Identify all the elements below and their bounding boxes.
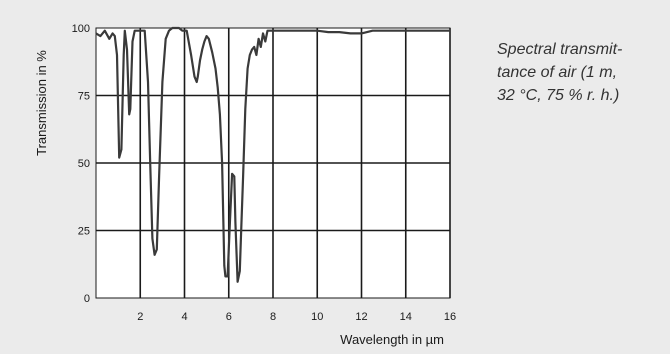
series-line (95, 26, 450, 283)
x-tick-label: 16 (444, 311, 456, 323)
x-tick-label: 8 (270, 311, 276, 323)
x-axis-label: Wavelength in µm (340, 332, 444, 347)
x-tick-label: 6 (226, 311, 232, 323)
x-tick-label: 14 (400, 311, 412, 323)
x-tick-label: 2 (137, 311, 143, 323)
y-tick-label: 100 (72, 23, 90, 35)
horizontal-gridlines (96, 94, 450, 232)
x-tick-labels: 2 4 6 8 10 12 14 16 (137, 311, 456, 323)
y-tick-label: 50 (78, 158, 90, 170)
caption-line: 32 °C, 75 % r. h.) (497, 87, 620, 104)
caption-line: Spectral transmit- (497, 41, 623, 58)
x-tick-label: 10 (311, 311, 323, 323)
y-tick-label: 75 (78, 91, 90, 103)
y-tick-label: 25 (78, 226, 90, 238)
x-tick-label: 4 (181, 311, 187, 323)
x-tick-label: 12 (355, 311, 367, 323)
figure-caption: Spectral transmit- tance of air (1 m, 32… (497, 38, 662, 107)
caption-line: tance of air (1 m, (497, 64, 618, 81)
y-tick-label: 0 (84, 293, 90, 305)
y-axis-label: Transmission in % (34, 50, 49, 156)
y-tick-labels: 0 25 50 75 100 (72, 23, 90, 305)
